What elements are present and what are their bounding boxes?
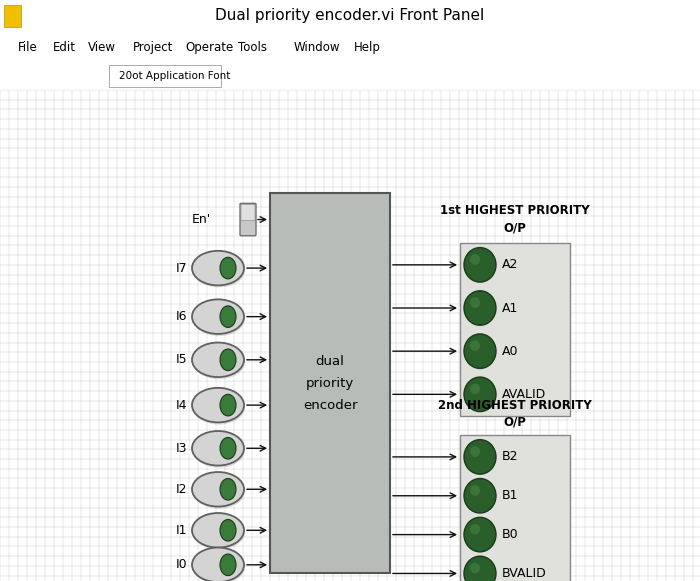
Text: I0: I0 xyxy=(176,558,187,571)
Text: 1st HIGHEST PRIORITY: 1st HIGHEST PRIORITY xyxy=(440,205,590,217)
Text: Window: Window xyxy=(294,41,340,53)
Bar xyxy=(460,243,570,416)
Text: A2: A2 xyxy=(502,259,519,271)
Ellipse shape xyxy=(193,345,245,379)
Text: Operate: Operate xyxy=(186,41,234,53)
Ellipse shape xyxy=(220,394,236,416)
Ellipse shape xyxy=(220,519,236,541)
Circle shape xyxy=(470,562,480,573)
Ellipse shape xyxy=(192,299,244,334)
Text: I7: I7 xyxy=(176,261,187,275)
Ellipse shape xyxy=(192,431,244,465)
Ellipse shape xyxy=(220,479,236,500)
Ellipse shape xyxy=(220,437,236,459)
Bar xyxy=(108,65,220,87)
Text: O/P: O/P xyxy=(503,222,526,235)
Text: Help: Help xyxy=(354,41,380,53)
Circle shape xyxy=(464,290,496,325)
Circle shape xyxy=(470,297,480,308)
Circle shape xyxy=(464,517,496,552)
Text: I3: I3 xyxy=(176,442,187,455)
Circle shape xyxy=(470,446,480,457)
Text: B2: B2 xyxy=(502,450,519,464)
Bar xyxy=(460,435,570,581)
Ellipse shape xyxy=(193,474,245,509)
Text: I2: I2 xyxy=(176,483,187,496)
Ellipse shape xyxy=(220,306,236,328)
Text: 20ot Application Font: 20ot Application Font xyxy=(119,71,230,81)
Circle shape xyxy=(464,377,496,411)
Ellipse shape xyxy=(193,515,245,550)
Text: BVALID: BVALID xyxy=(502,567,547,580)
Ellipse shape xyxy=(192,547,244,581)
Text: dual
priority
encoder: dual priority encoder xyxy=(302,354,357,411)
Text: I4: I4 xyxy=(176,399,187,411)
Ellipse shape xyxy=(192,388,244,422)
Circle shape xyxy=(464,334,496,368)
Ellipse shape xyxy=(220,349,236,371)
Ellipse shape xyxy=(193,253,245,288)
FancyBboxPatch shape xyxy=(240,203,256,236)
Text: File: File xyxy=(18,41,37,53)
Text: B1: B1 xyxy=(502,489,519,502)
Circle shape xyxy=(470,340,480,351)
FancyBboxPatch shape xyxy=(241,205,255,221)
Ellipse shape xyxy=(192,513,244,547)
Text: Dual priority encoder.vi Front Panel: Dual priority encoder.vi Front Panel xyxy=(216,9,484,23)
Text: En': En' xyxy=(192,213,211,226)
Text: AVALID: AVALID xyxy=(502,388,546,401)
Circle shape xyxy=(464,440,496,474)
Text: View: View xyxy=(88,41,116,53)
Circle shape xyxy=(464,248,496,282)
Circle shape xyxy=(470,254,480,265)
Ellipse shape xyxy=(193,433,245,468)
Ellipse shape xyxy=(192,343,244,377)
Ellipse shape xyxy=(193,550,245,581)
Circle shape xyxy=(470,485,480,496)
Text: Project: Project xyxy=(133,41,174,53)
Text: I1: I1 xyxy=(176,524,187,537)
Circle shape xyxy=(464,479,496,513)
Text: Edit: Edit xyxy=(52,41,76,53)
Ellipse shape xyxy=(192,251,244,285)
Text: B0: B0 xyxy=(502,528,519,541)
Circle shape xyxy=(464,556,496,581)
Ellipse shape xyxy=(192,472,244,507)
Text: 2nd HIGHEST PRIORITY: 2nd HIGHEST PRIORITY xyxy=(438,399,592,411)
Ellipse shape xyxy=(193,302,245,336)
Text: I6: I6 xyxy=(176,310,187,323)
Text: O/P: O/P xyxy=(503,416,526,429)
Bar xyxy=(4,5,21,27)
Text: A1: A1 xyxy=(502,302,519,314)
Text: A0: A0 xyxy=(502,345,519,358)
Text: Tools: Tools xyxy=(238,41,267,53)
Ellipse shape xyxy=(193,390,245,425)
Text: I5: I5 xyxy=(176,353,187,366)
Circle shape xyxy=(470,383,480,394)
Circle shape xyxy=(470,524,480,535)
Ellipse shape xyxy=(220,257,236,279)
Ellipse shape xyxy=(220,554,236,576)
Bar xyxy=(270,192,390,573)
